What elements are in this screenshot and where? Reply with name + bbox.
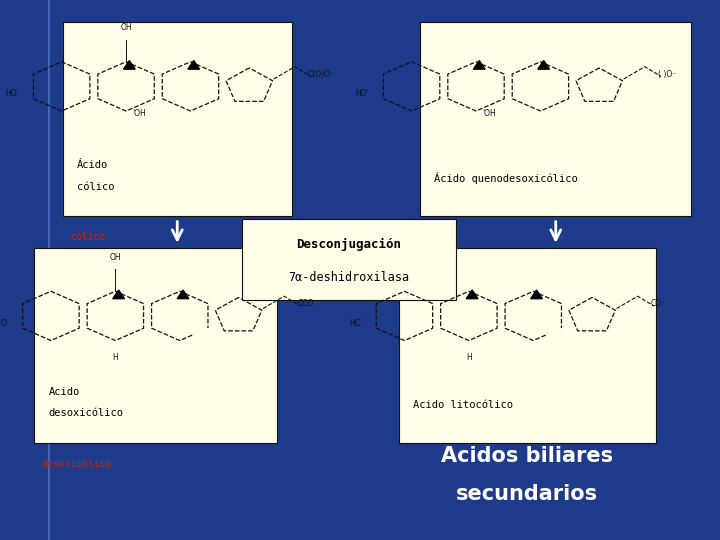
Text: 'OH: 'OH [132, 109, 146, 118]
FancyBboxPatch shape [35, 248, 277, 443]
Text: Acido: Acido [49, 387, 80, 397]
Text: cólico: cólico [70, 232, 105, 242]
Text: HC': HC' [349, 319, 362, 328]
Circle shape [547, 329, 572, 347]
Polygon shape [188, 60, 199, 69]
Polygon shape [538, 60, 549, 69]
Text: CCO: CCO [297, 299, 314, 308]
FancyBboxPatch shape [420, 22, 691, 216]
Text: ( )O⁻: ( )O⁻ [658, 70, 676, 79]
Text: Ácido: Ácido [77, 160, 109, 170]
Text: 7α-deshidroxilasa: 7α-deshidroxilasa [288, 271, 409, 284]
Text: HO': HO' [6, 89, 19, 98]
Text: HO': HO' [356, 89, 369, 98]
Text: H: H [112, 353, 118, 362]
Text: Desconjugación: Desconjugación [296, 238, 401, 251]
Polygon shape [113, 290, 125, 299]
Text: O': O' [1, 319, 9, 328]
Polygon shape [467, 290, 478, 299]
Text: OH: OH [109, 253, 121, 262]
Text: Acido litocólico: Acido litocólico [413, 400, 513, 410]
Polygon shape [531, 290, 542, 299]
Text: desoxicólico: desoxicólico [49, 408, 124, 418]
Text: desoxicólico: desoxicólico [42, 459, 112, 469]
Text: Acidos biliares: Acidos biliares [441, 446, 613, 467]
Text: Ácido quenodesoxicólico: Ácido quenodesoxicólico [434, 172, 578, 184]
Text: CO⁻: CO⁻ [651, 299, 666, 308]
FancyBboxPatch shape [399, 248, 656, 443]
Polygon shape [123, 60, 135, 69]
Text: cólico: cólico [77, 181, 114, 192]
Circle shape [194, 329, 218, 347]
Text: secundarios: secundarios [456, 484, 598, 504]
Polygon shape [473, 60, 485, 69]
FancyBboxPatch shape [63, 22, 292, 216]
Text: OH: OH [120, 23, 132, 32]
FancyBboxPatch shape [241, 219, 456, 300]
Text: C(O)O⁻: C(O)O⁻ [308, 70, 335, 79]
Polygon shape [177, 290, 189, 299]
Text: H: H [466, 353, 472, 362]
Text: 'OH: 'OH [482, 109, 496, 118]
